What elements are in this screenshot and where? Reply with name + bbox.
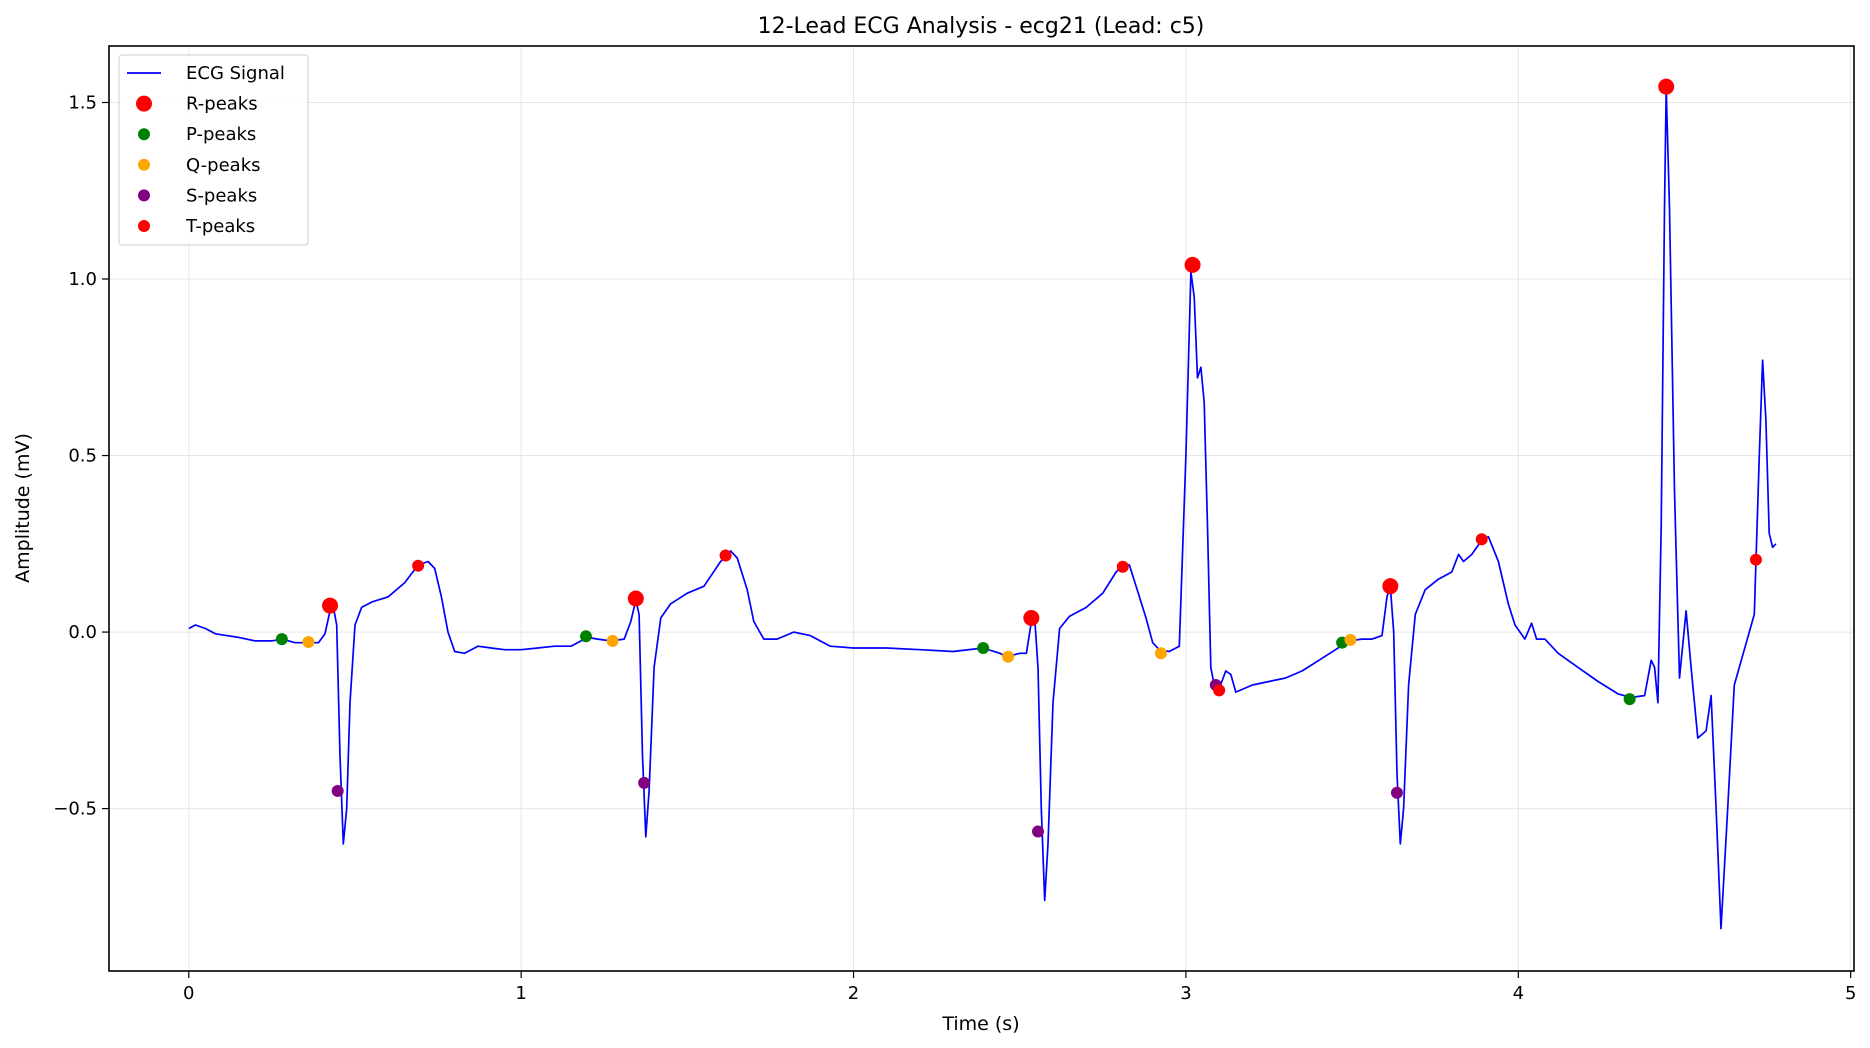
t-peak-marker — [1213, 684, 1226, 697]
p-peak-marker — [275, 633, 288, 646]
legend-swatch-t-peaks — [138, 220, 150, 232]
legend: ECG Signal R-peaks P-peaks Q-peaks S-peaks T-… — [118, 54, 309, 246]
legend-swatch-r-peaks — [136, 95, 152, 112]
p-peak-marker — [977, 641, 990, 654]
s-peak-marker — [1390, 786, 1403, 799]
t-peak-marker — [1749, 553, 1762, 566]
t-peak-marker — [412, 559, 425, 572]
q-peak-marker — [1002, 650, 1015, 663]
legend-label-s-peaks: S-peaks — [186, 185, 257, 206]
x-tick-label: 5 — [1845, 983, 1856, 1004]
s-peak-marker — [638, 776, 651, 789]
chart-title: 12-Lead ECG Analysis - ecg21 (Lead: c5) — [758, 14, 1205, 39]
r-peak-marker — [1184, 256, 1201, 273]
q-peak-marker — [606, 634, 619, 647]
x-tick-label: 0 — [183, 983, 194, 1004]
legend-label-r-peaks: R-peaks — [186, 94, 258, 115]
r-peak-marker — [1023, 609, 1040, 626]
legend-label-q-peaks: Q-peaks — [186, 155, 261, 176]
p-peak-marker — [1623, 693, 1636, 706]
t-peak-marker — [719, 549, 732, 562]
r-peak-marker — [627, 590, 644, 607]
y-tick-label: 0.0 — [68, 622, 97, 643]
x-tick-label: 3 — [1180, 983, 1191, 1004]
x-tick-label: 1 — [515, 983, 526, 1004]
r-peak-marker — [1382, 578, 1399, 595]
tick-layer: 0 1 2 3 4 5 −0.5 0.0 0.5 1.0 1.5 — [53, 92, 1856, 1004]
plot-area-frame — [108, 45, 1855, 972]
r-peak-marker — [322, 597, 339, 614]
legend-swatch-p-peaks — [138, 128, 150, 141]
t-peak-marker — [1116, 560, 1129, 573]
t-peak-marker — [1475, 533, 1488, 546]
legend-label-ecg-signal: ECG Signal — [186, 63, 285, 84]
y-tick-label: 0.5 — [68, 446, 97, 467]
x-axis-label: Time (s) — [941, 1013, 1019, 1035]
y-tick-label: 1.0 — [68, 269, 97, 290]
legend-swatch-s-peaks — [138, 189, 150, 202]
x-tick-label: 4 — [1513, 983, 1524, 1004]
x-tick-label: 2 — [848, 983, 859, 1004]
q-peak-marker — [302, 635, 315, 648]
r-peak-marker — [1658, 78, 1675, 95]
y-tick-label: −0.5 — [53, 799, 97, 820]
marker-layer — [275, 78, 1762, 838]
y-axis-label: Amplitude (mV) — [12, 433, 34, 583]
q-peak-marker — [1154, 647, 1167, 660]
p-peak-marker — [579, 630, 592, 643]
legend-label-p-peaks: P-peaks — [186, 124, 256, 145]
y-tick-label: 1.5 — [68, 92, 97, 113]
q-peak-marker — [1344, 633, 1357, 646]
legend-box — [118, 54, 309, 246]
legend-swatch-q-peaks — [138, 158, 150, 171]
s-peak-marker — [1032, 825, 1045, 838]
grid-layer — [109, 46, 1854, 971]
legend-label-t-peaks: T-peaks — [185, 216, 255, 237]
s-peak-marker — [331, 784, 344, 797]
